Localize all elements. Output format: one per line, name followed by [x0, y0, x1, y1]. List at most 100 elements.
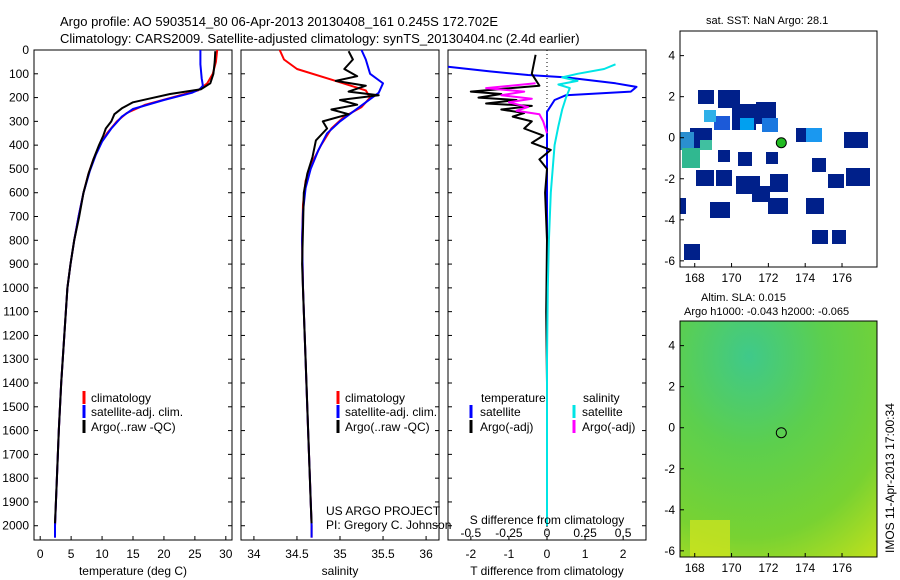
sst-map-axes: 168 170 172 174 176 4 2 0 -2 -4 -6 — [664, 49, 852, 285]
depth-axis: 0 100 200 300 400 500 600 700 800 900 1000 1100 1200… — [2, 43, 646, 533]
sla-map-field — [680, 321, 877, 557]
depth-tick-label: 300 — [9, 114, 29, 128]
sst-cell — [766, 152, 778, 164]
x2-tick-label: -0.25 — [495, 526, 523, 540]
map-y-tick-label: -4 — [664, 503, 675, 517]
x-tick-label: 36 — [419, 547, 433, 561]
salinity-series-2-line — [301, 50, 380, 524]
figure-title-line2: Climatology: CARS2009. Satellite-adjuste… — [60, 31, 580, 46]
sst-map-background — [680, 31, 877, 267]
difference-legend: temperature salinity satellite Argo(-adj… — [469, 391, 635, 434]
x-tick-label: 2 — [620, 547, 627, 561]
depth-tick-label: 500 — [9, 162, 29, 176]
map-x-tick-label: 176 — [832, 271, 852, 285]
difference-x-axis-label: T difference from climatology — [470, 564, 624, 578]
x2-tick-label: 0 — [544, 526, 551, 540]
temperature-panel — [33, 49, 233, 541]
map-x-tick-label: 176 — [832, 561, 852, 575]
sst-cell — [710, 202, 730, 218]
map-y-tick-label: 2 — [668, 380, 675, 394]
sst-cell — [832, 230, 846, 244]
x-tick-label: 34 — [247, 547, 261, 561]
x2-tick-label: 0.25 — [573, 526, 597, 540]
x-tick-label: -1 — [504, 547, 515, 561]
sst-cell — [812, 158, 826, 172]
salinity-series-1-line — [301, 49, 384, 538]
depth-tick-label: 1900 — [2, 495, 29, 509]
legend-t-satellite-label: satellite — [480, 405, 521, 419]
x-tick-label: 10 — [95, 547, 109, 561]
difference-series-2-line — [546, 63, 616, 526]
temperature-series-2-line — [54, 51, 217, 524]
depth-tick-label: 400 — [9, 138, 29, 152]
temperature-x-axis-label: temperature (deg C) — [79, 564, 187, 578]
legend-salinity-title: salinity — [583, 391, 620, 405]
salinity-plot-frame — [240, 49, 440, 541]
legend-s-argo-label: Argo(-adj) — [582, 420, 635, 434]
temperature-series-0-line — [54, 49, 219, 538]
map-y-tick-label: 2 — [668, 90, 675, 104]
sla-map-title-line1: Altim. SLA: 0.015 — [701, 292, 786, 304]
map-x-tick-label: 170 — [722, 561, 742, 575]
argo-float-marker — [775, 137, 787, 149]
x-tick-label: 0 — [544, 547, 551, 561]
map-y-tick-label: 4 — [668, 49, 675, 63]
legend-s-satellite-label: satellite — [582, 405, 623, 419]
difference-series-3-line — [485, 82, 548, 134]
argo-float-marker — [775, 427, 787, 439]
legend-satellite-label: satellite-adj. clim. — [345, 405, 437, 419]
sst-cell — [844, 132, 868, 148]
sst-cell — [846, 168, 870, 186]
x-tick-label: -2 — [466, 547, 477, 561]
credit-project: US ARGO PROJECT — [326, 504, 441, 518]
sla-map-title-line2: Argo h1000: -0.043 h2000: -0.065 — [684, 306, 849, 318]
depth-tick-label: 1200 — [2, 328, 29, 342]
sst-map-title: sat. SST: NaN Argo: 28.1 — [706, 15, 828, 27]
x-tick-label: 20 — [157, 547, 171, 561]
x-tick-label: 15 — [126, 547, 140, 561]
salinity-x-axis-label: salinity — [322, 564, 359, 578]
sst-cell — [718, 90, 740, 108]
sla-map-frame — [679, 320, 878, 558]
depth-tick-label: 0 — [22, 43, 29, 57]
x-tick-label: 5 — [68, 547, 75, 561]
sst-cell — [762, 118, 778, 132]
sst-cell — [812, 230, 828, 244]
x-tick-label: 0 — [37, 547, 44, 561]
sst-cell — [682, 148, 700, 168]
depth-tick-label: 1500 — [2, 400, 29, 414]
sst-cell — [698, 90, 714, 104]
sst-cell — [828, 174, 844, 188]
sst-cell — [700, 140, 712, 150]
sst-cell — [704, 110, 716, 122]
map-y-tick-label: -2 — [664, 172, 675, 186]
temperature-legend: climatology satellite-adj. clim. Argo(..… — [82, 391, 183, 434]
map-x-tick-label: 174 — [795, 561, 815, 575]
legend-satellite-label: satellite-adj. clim. — [91, 405, 183, 419]
depth-tick-label: 1800 — [2, 471, 29, 485]
x-tick-label: 35.5 — [371, 547, 395, 561]
sst-map-frame — [679, 30, 878, 268]
legend-temperature-title: temperature — [481, 391, 546, 405]
legend-argo-label: Argo(..raw -QC) — [345, 420, 430, 434]
sst-cell — [752, 186, 770, 202]
sst-cell — [684, 244, 700, 260]
depth-tick-label: 700 — [9, 210, 29, 224]
temperature-series-1-line — [54, 50, 204, 538]
sst-cell — [770, 174, 788, 192]
sst-cell — [680, 198, 686, 214]
depth-tick-label: 100 — [9, 67, 29, 81]
map-x-tick-label: 172 — [758, 271, 778, 285]
legend-climatology-label: climatology — [345, 391, 405, 405]
map-x-tick-label: 174 — [795, 271, 815, 285]
sst-map: 168 170 172 174 176 4 2 0 -2 -4 -6 — [664, 30, 878, 285]
legend-t-argo-label: Argo(-adj) — [480, 420, 533, 434]
depth-tick-label: 1600 — [2, 424, 29, 438]
map-x-tick-label: 170 — [722, 271, 742, 285]
depth-tick-label: 1100 — [3, 305, 29, 319]
depth-tick-label: 800 — [9, 233, 29, 247]
temperature-plot-frame — [33, 49, 233, 541]
legend-argo-label: Argo(..raw -QC) — [91, 420, 176, 434]
